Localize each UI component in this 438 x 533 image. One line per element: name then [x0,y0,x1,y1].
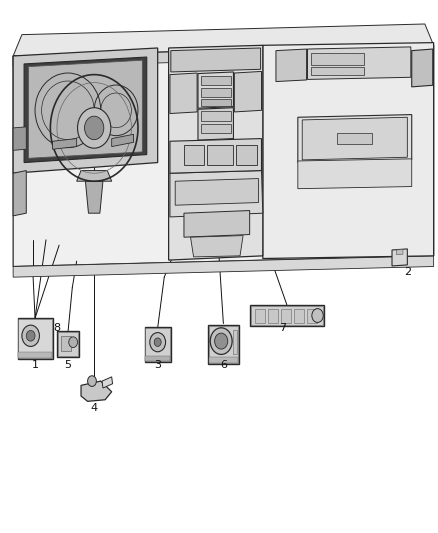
Bar [255,309,265,323]
Polygon shape [302,117,407,160]
Bar [145,328,170,361]
Polygon shape [13,24,434,56]
Bar [294,309,304,323]
Polygon shape [170,171,263,217]
Circle shape [154,338,161,346]
Polygon shape [298,115,412,163]
Polygon shape [234,71,261,112]
Polygon shape [13,256,434,277]
Bar [208,325,239,364]
Polygon shape [13,127,26,150]
Text: 1: 1 [32,360,39,370]
Bar [236,145,257,165]
Bar [233,330,237,354]
Polygon shape [53,139,77,149]
Bar [18,318,53,359]
Circle shape [26,330,35,341]
Polygon shape [412,49,433,87]
Text: 2: 2 [404,267,411,277]
Polygon shape [13,45,434,266]
Bar [201,111,231,121]
Polygon shape [276,49,307,82]
Text: 8: 8 [53,323,60,333]
Bar [311,67,364,75]
Bar [201,99,231,106]
Bar [58,332,78,356]
Polygon shape [307,47,411,79]
Circle shape [22,325,39,346]
Polygon shape [396,249,403,255]
Polygon shape [13,171,26,216]
Circle shape [210,328,232,354]
Polygon shape [81,381,112,401]
Bar [201,124,231,133]
Polygon shape [171,48,261,72]
Circle shape [215,333,228,349]
Text: 5: 5 [64,360,71,370]
Bar [207,145,233,165]
Polygon shape [28,60,142,158]
Polygon shape [102,377,113,388]
Bar [18,352,52,358]
Bar [209,326,238,363]
Bar [250,305,324,326]
Polygon shape [392,249,407,266]
Polygon shape [198,108,233,140]
Bar [201,88,231,97]
Text: 7: 7 [279,323,286,333]
Polygon shape [298,159,412,189]
Bar [18,319,52,358]
Bar [145,327,171,362]
Circle shape [150,333,166,352]
Polygon shape [170,73,197,114]
Bar [281,309,291,323]
Bar [184,145,204,165]
Polygon shape [184,211,250,237]
Bar [145,356,170,361]
Polygon shape [263,43,434,259]
Polygon shape [77,171,112,181]
Polygon shape [191,236,243,257]
Text: 3: 3 [154,360,161,370]
Polygon shape [175,179,258,205]
Text: 6: 6 [220,360,227,370]
Bar [201,76,231,85]
Polygon shape [13,45,434,67]
Text: 4: 4 [91,403,98,413]
Bar [209,357,238,363]
Bar [57,331,79,357]
Polygon shape [198,72,233,108]
Circle shape [85,116,104,140]
Bar [251,306,323,325]
Polygon shape [112,134,134,147]
Bar [61,336,71,351]
Circle shape [78,108,111,148]
Bar [311,53,364,65]
Polygon shape [85,181,103,213]
Polygon shape [170,139,261,173]
Circle shape [312,309,323,322]
Bar [307,309,317,323]
Polygon shape [24,57,147,163]
Bar [337,133,372,144]
Circle shape [69,337,78,348]
Bar [268,309,278,323]
Polygon shape [169,45,263,260]
Circle shape [88,376,96,386]
Polygon shape [13,48,158,173]
